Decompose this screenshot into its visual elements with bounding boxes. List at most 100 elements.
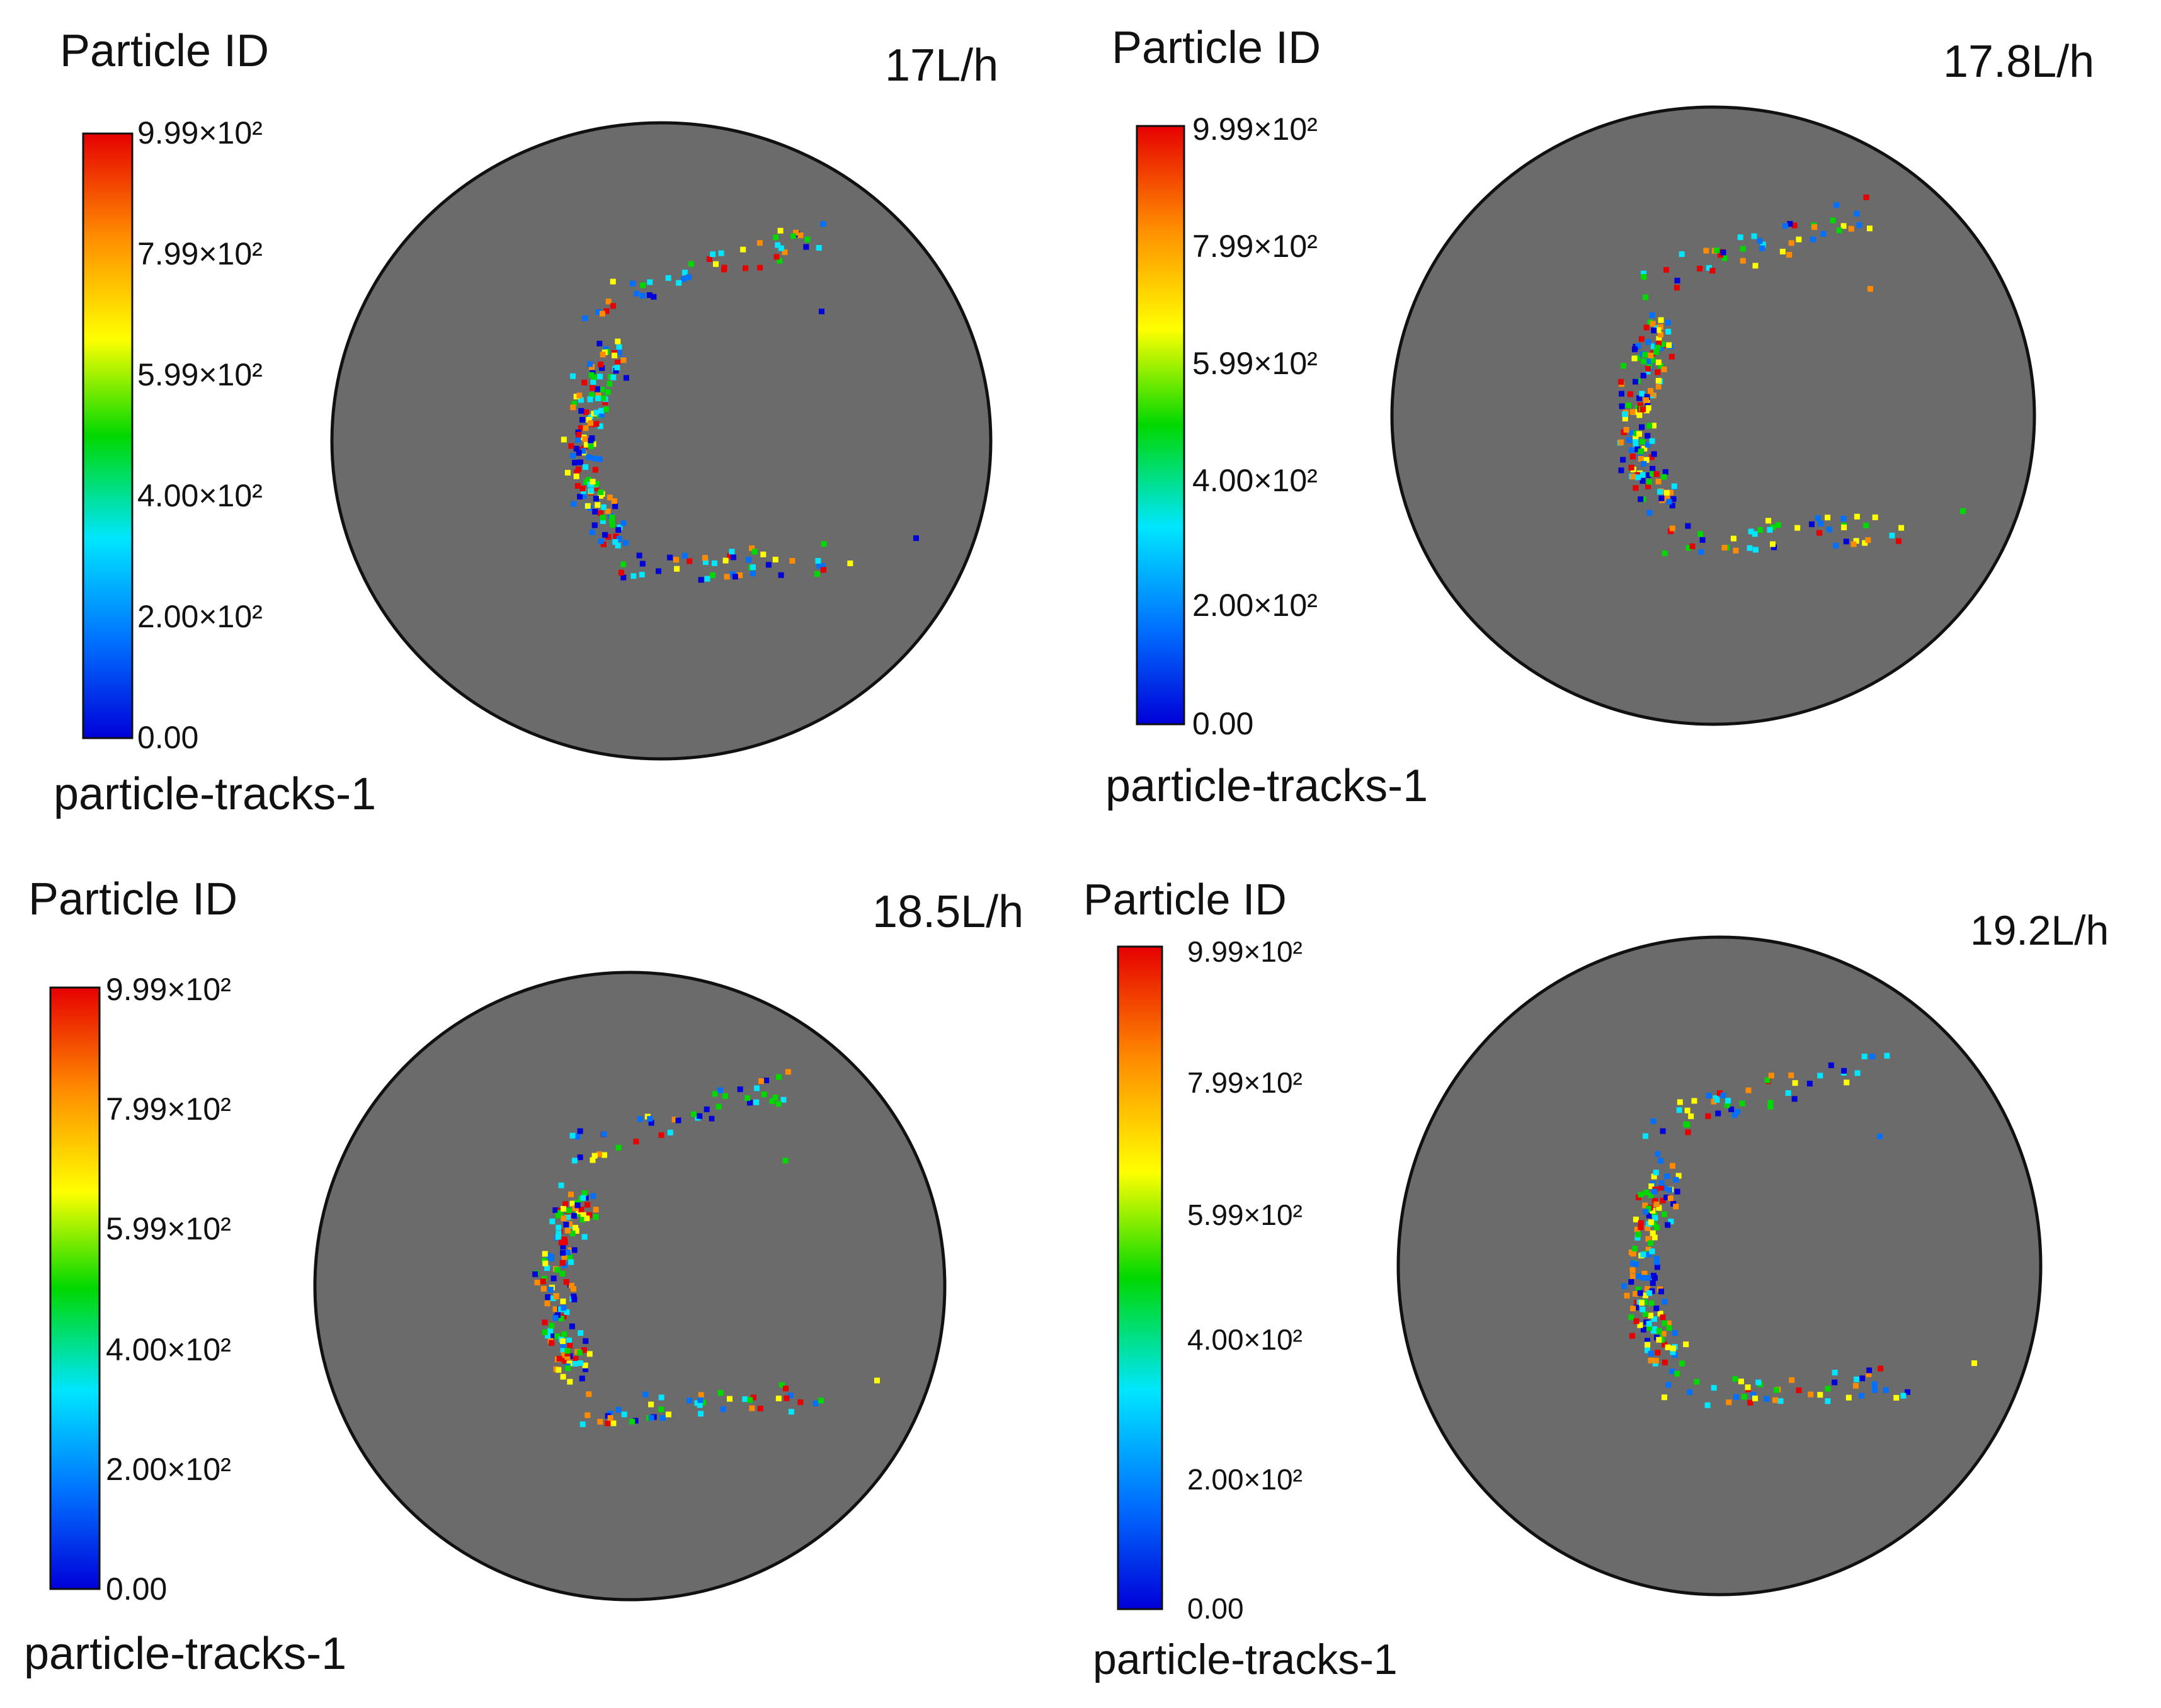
particle-marker	[1960, 508, 1966, 514]
particle-marker	[694, 1400, 700, 1406]
particle-marker	[1810, 236, 1816, 242]
particle-marker	[686, 1398, 692, 1404]
particle-marker	[1630, 474, 1636, 480]
particle-marker	[1687, 1389, 1693, 1396]
particle-marker	[1730, 535, 1736, 542]
particle-marker	[674, 566, 680, 572]
particle-marker	[591, 1153, 598, 1159]
particle-marker	[718, 250, 724, 256]
particle-marker	[704, 576, 710, 582]
particle-marker	[600, 515, 606, 521]
panel-1-tick-label: 4.00×10²	[137, 478, 263, 513]
particle-marker	[1779, 249, 1786, 254]
particle-marker	[582, 315, 588, 321]
particle-marker	[1646, 363, 1653, 369]
particle-marker	[1645, 441, 1651, 448]
particle-marker	[710, 572, 716, 578]
particle-marker	[1660, 1128, 1666, 1134]
particle-marker	[1627, 391, 1633, 397]
panel-1-tick-label: 9.99×10²	[137, 115, 263, 151]
particle-marker	[605, 533, 612, 540]
particle-marker	[1652, 1275, 1658, 1281]
particle-marker	[1637, 1322, 1643, 1328]
particle-marker	[588, 438, 594, 443]
particle-marker	[1648, 1240, 1654, 1246]
particle-marker	[1688, 1113, 1694, 1119]
particle-marker	[1629, 409, 1636, 415]
particle-marker	[818, 1398, 824, 1404]
particle-marker	[578, 459, 584, 465]
panel-3-colorbar	[49, 986, 101, 1590]
panel-3-title: Particle ID	[28, 874, 237, 925]
particle-marker	[578, 397, 584, 403]
particle-marker	[559, 1270, 566, 1277]
particle-marker	[610, 374, 617, 380]
particle-marker	[1691, 1098, 1697, 1104]
particle-marker	[1658, 495, 1665, 501]
particle-marker	[769, 1098, 775, 1104]
particle-marker	[1660, 1314, 1666, 1321]
particle-marker	[1828, 1062, 1834, 1068]
particle-marker	[1757, 527, 1764, 533]
particle-marker	[1841, 1068, 1847, 1074]
particle-marker	[547, 1328, 554, 1334]
particle-marker	[1728, 1106, 1735, 1112]
particle-marker	[607, 1415, 613, 1421]
particle-marker	[1827, 527, 1832, 533]
particle-marker	[804, 236, 811, 242]
panel-2-tick-label: 2.00×10²	[1192, 588, 1318, 623]
particle-marker	[592, 509, 598, 515]
particle-marker	[1651, 451, 1657, 457]
particle-marker	[651, 293, 657, 300]
particle-marker	[1768, 1073, 1774, 1079]
particle-marker	[611, 498, 617, 504]
particle-marker	[565, 1250, 571, 1256]
particle-marker	[595, 502, 601, 508]
particle-marker	[1675, 1173, 1682, 1179]
particle-marker	[605, 1420, 611, 1426]
particle-marker	[1646, 1324, 1653, 1331]
particle-marker	[1740, 258, 1746, 264]
particle-marker	[1629, 430, 1635, 436]
particle-marker	[566, 1207, 572, 1214]
particle-marker	[579, 1375, 585, 1382]
particle-marker	[1633, 485, 1639, 491]
particle-marker	[1662, 1299, 1668, 1305]
particle-marker	[1679, 1360, 1685, 1367]
particle-marker	[1645, 1225, 1651, 1231]
particle-marker	[816, 563, 823, 569]
particle-marker	[667, 554, 673, 561]
particle-marker	[1643, 397, 1649, 403]
particle-marker	[576, 1350, 583, 1356]
particle-marker	[1818, 520, 1824, 527]
particle-marker	[549, 1323, 555, 1329]
particle-marker	[1715, 1110, 1721, 1117]
particle-marker	[1854, 513, 1860, 520]
particle-marker	[1641, 445, 1648, 452]
particle-marker	[586, 454, 592, 460]
particle-marker	[772, 557, 778, 562]
particle-marker	[772, 1095, 778, 1101]
particle-marker	[1643, 457, 1650, 463]
particle-marker	[1653, 1256, 1660, 1262]
particle-marker	[1669, 503, 1675, 509]
particle-marker	[1666, 1325, 1672, 1331]
particle-marker	[1674, 278, 1680, 283]
particle-marker	[1726, 1399, 1732, 1406]
particle-marker	[1648, 454, 1655, 460]
panel-1-disc	[330, 121, 993, 761]
particle-marker	[671, 1117, 678, 1123]
particle-marker	[583, 1366, 588, 1372]
particle-marker	[647, 1115, 653, 1122]
particle-marker	[760, 551, 767, 557]
particle-marker	[1653, 349, 1660, 355]
particle-marker	[775, 242, 781, 248]
particle-marker	[1659, 1337, 1665, 1343]
particle-marker	[597, 1419, 603, 1425]
particle-marker	[1652, 1360, 1658, 1367]
particle-marker	[1639, 478, 1646, 484]
particle-marker	[1628, 1314, 1634, 1321]
particle-marker	[595, 309, 602, 316]
particle-marker	[1645, 1341, 1651, 1348]
particle-marker	[549, 1340, 555, 1346]
